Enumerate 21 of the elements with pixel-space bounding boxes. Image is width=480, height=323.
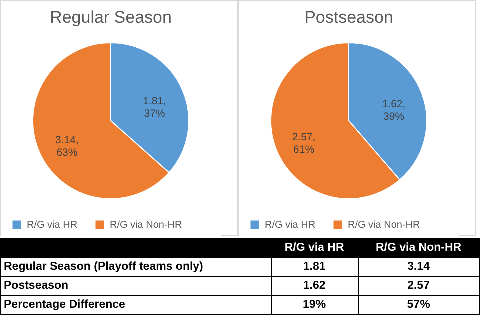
category-label: R/G via Non-HR: [358, 238, 480, 258]
data-label: 1.62, 39%: [382, 98, 406, 123]
legend-label: R/G via Non-HR: [110, 220, 182, 231]
category-label: Postseason: [4, 280, 69, 292]
category-label: Regular Season (Playoff teams only): [4, 261, 204, 273]
category-label: R/G via HR: [271, 238, 358, 258]
text: 3.14: [408, 261, 430, 273]
legend-label: R/G via HR: [27, 220, 78, 231]
category-label: Percentage Difference: [4, 299, 126, 311]
chart-title: Regular Season: [50, 8, 172, 27]
text: 1.62: [303, 280, 326, 292]
legend-label: R/G via Non-HR: [348, 220, 420, 231]
data-label: 3.14, 63%: [56, 134, 79, 160]
text: 57%: [407, 299, 430, 311]
text: 1.81: [303, 261, 326, 273]
chart-title: Postseason: [304, 8, 394, 27]
text: 2.57: [408, 280, 430, 292]
text: 19%: [303, 299, 326, 311]
data-label: 1.81, 37%: [143, 95, 166, 120]
data-label: 2.57, 61%: [292, 132, 316, 156]
legend-label: R/G via HR: [265, 220, 316, 231]
